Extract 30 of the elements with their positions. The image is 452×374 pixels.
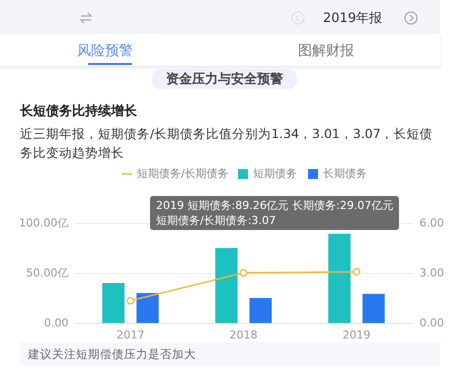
annotation: 短期债务/长期债务:3.07 [156,213,277,228]
y-tick-label: 100.00亿 [19,216,68,230]
y-tick-label: 0.00 [44,316,68,330]
bar [102,283,125,323]
text: 2019年报 [323,10,382,27]
x-tick-label: 2018 [230,328,258,342]
category-label: 2019 短期债务:89.26亿元 长期债务:29.07亿元 [156,199,394,212]
bar [362,294,385,323]
point [352,268,360,276]
text: 建议关注短期偿债压力是否加大 [20,342,440,366]
point [240,269,248,277]
bar [136,293,159,323]
y-tick-label: 50.00亿 [26,266,68,280]
chart-title: 长短债务比持续增长 [20,103,137,120]
bar [328,234,351,323]
text: 图解财报 [298,42,354,60]
y2-tick-label: 3.00 [420,266,444,280]
x-tick-label: 2019 [342,328,370,342]
legend-label: 长期债务 [323,167,367,180]
bar [215,248,238,323]
y2-tick-label: 6.00 [420,216,444,230]
point [126,296,134,304]
text: 资金压力与安全预警 [152,69,297,89]
legend-label: 短期债务 [253,167,297,180]
legend-label: 短期债务/长期债务 [137,167,229,180]
bar [249,298,272,323]
chart-subtitle: 近三期年报，短期债务/长期债务比值分别为1.34，3.01，3.07，长短债务比变动趋势增长 [20,125,434,162]
text: 风险预警 [77,42,133,60]
y2-tick-label: 0.00 [420,316,444,330]
x-tick-label: 2017 [116,328,144,342]
